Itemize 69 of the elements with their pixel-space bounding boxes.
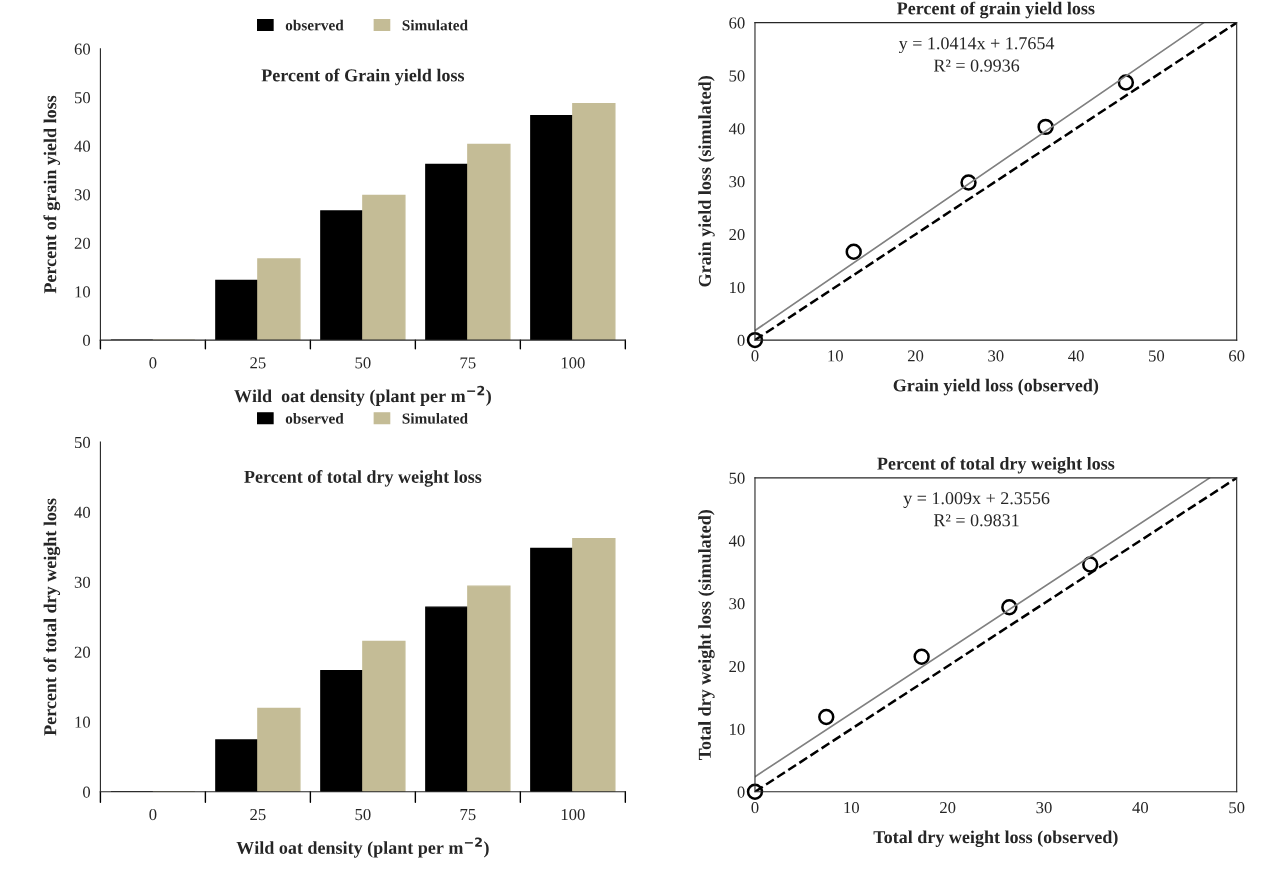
y-tick-label: 30 (74, 576, 91, 588)
x-tick-label: 40 (1132, 801, 1149, 814)
x-axis-title: Grain yield loss (observed) (893, 378, 1099, 396)
legend-label: observed (285, 19, 344, 31)
x-tick-label: 25 (250, 357, 266, 369)
y-tick-label: 0 (82, 786, 91, 798)
y-tick-label: 10 (75, 286, 91, 298)
annotation: R² = 0.9831 (933, 514, 1019, 527)
annotation: R² = 0.9936 (933, 59, 1020, 72)
x-axis-title: Total dry weight loss (observed) (873, 830, 1118, 848)
y-tick-label: 60 (729, 17, 745, 29)
y-tick-label: 10 (730, 723, 745, 735)
text: Percent of Grain yield loss (261, 68, 465, 86)
y-tick-label: 30 (74, 189, 91, 201)
y-tick-label: 10 (75, 716, 91, 728)
x-tick-label: 100 (561, 808, 585, 821)
x-tick-label: 0 (149, 357, 157, 369)
x-axis-title: Wild oat density (plant per m$^{−2}$) (234, 385, 491, 406)
y-tick-label: 60 (74, 43, 91, 55)
y-tick-label: 10 (730, 281, 745, 294)
y-tick-label: 20 (729, 228, 745, 241)
x-tick-label: 30 (1036, 801, 1052, 814)
x-tick-label: 20 (907, 350, 924, 362)
chart-title: Percent of total dry weight loss (877, 456, 1115, 474)
x-tick-label: 10 (844, 801, 860, 814)
x-tick-label: 0 (751, 350, 759, 362)
x-tick-label: 60 (1229, 350, 1245, 362)
y-tick-label: 50 (729, 472, 745, 484)
y-tick-label: 20 (729, 660, 745, 673)
annotation: y = 1.009x + 2.3556 (903, 492, 1050, 509)
x-tick-label: 50 (355, 357, 371, 369)
annotation: y = 1.0414x + 1.7654 (898, 37, 1055, 54)
y-tick-label: 40 (74, 506, 91, 518)
x-tick-label: 25 (250, 808, 266, 821)
x-tick-label: 0 (149, 808, 157, 821)
x-tick-label: 20 (940, 801, 956, 814)
y-axis-title: Total dry weight loss (simulated) (698, 510, 715, 761)
x-tick-label: 0 (751, 801, 759, 814)
y-tick-label: 0 (737, 786, 745, 798)
x-tick-label: 40 (1068, 350, 1084, 362)
y-tick-label: 0 (737, 334, 745, 347)
x-tick-label: 10 (828, 350, 843, 362)
x-tick-label: 75 (460, 809, 476, 821)
text: Percent of total dry weight loss (244, 470, 482, 487)
y-tick-label: 40 (74, 140, 91, 152)
legend-label: Simulated (402, 19, 468, 31)
y-tick-label: 0 (82, 334, 91, 347)
y-tick-label: 50 (74, 436, 91, 449)
x-tick-label: 75 (460, 357, 476, 369)
y-tick-label: 50 (74, 92, 91, 104)
x-tick-label: 50 (1229, 801, 1245, 814)
y-axis-title: Percent of grain yield loss (43, 95, 61, 294)
y-tick-label: 40 (728, 123, 745, 135)
y-tick-label: 20 (74, 646, 91, 658)
x-tick-label: 100 (561, 357, 585, 369)
x-axis-title: Wild oat density (plant per m$^{−2}$) (236, 837, 489, 858)
x-tick-label: 50 (1149, 350, 1165, 362)
y-tick-label: 30 (729, 176, 745, 188)
y-axis-title: Percent of total dry weight loss (43, 498, 61, 736)
y-tick-label: 20 (74, 237, 91, 249)
legend-label: observed (285, 412, 344, 424)
legend-label: Simulated (402, 412, 468, 424)
y-tick-label: 50 (729, 70, 745, 82)
x-tick-label: 50 (355, 808, 371, 821)
y-axis-title: Grain yield loss (simulated) (698, 76, 715, 287)
y-tick-label: 30 (729, 598, 745, 610)
chart-title: Percent of grain yield loss (897, 1, 1095, 19)
x-tick-label: 30 (988, 350, 1004, 362)
y-tick-label: 40 (728, 535, 745, 547)
